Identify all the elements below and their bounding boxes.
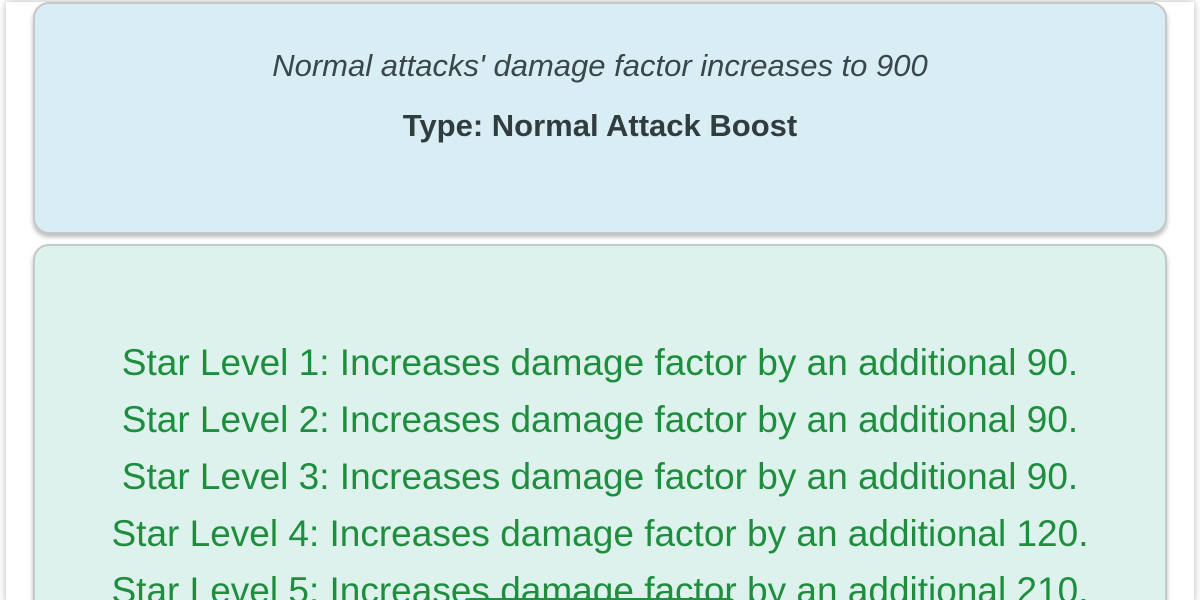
skill-description-text: Normal attacks' damage factor increases … [272,48,928,83]
star-level-5-line: Star Level 5: Increases damage factor by… [111,570,1089,600]
skill-summary-card: Normal attacks' damage factor increases … [33,2,1167,234]
star-level-4-line: Star Level 4: Increases damage factor by… [111,513,1089,554]
star-level-1-line: Star Level 1: Increases damage factor by… [121,342,1079,383]
skill-type-label: Type: Normal Attack Boost [402,108,798,143]
cut-off-green-button[interactable] [464,598,736,600]
page-container: Normal attacks' damage factor increases … [6,2,1194,600]
star-level-3-line: Star Level 3: Increases damage factor by… [121,456,1079,497]
star-level-2-line: Star Level 2: Increases damage factor by… [121,399,1079,440]
star-levels-card: Star Level 1: Increases damage factor by… [33,244,1167,600]
